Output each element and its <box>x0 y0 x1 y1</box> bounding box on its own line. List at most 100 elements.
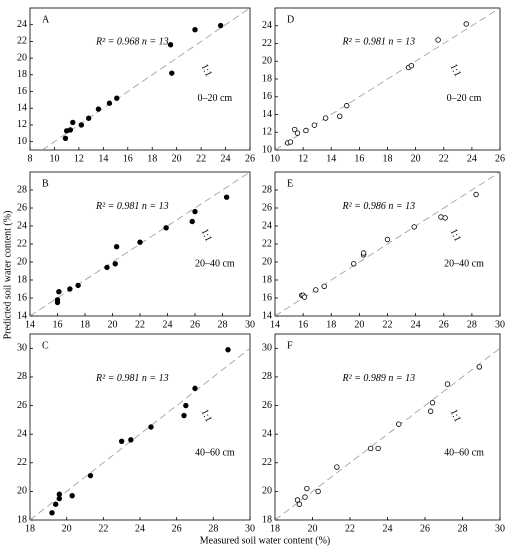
y-tick-label: 24 <box>17 428 27 439</box>
data-point <box>304 485 310 492</box>
x-tick-label: 22 <box>439 153 449 164</box>
depth-label: 20–40 cm <box>195 258 235 269</box>
y-tick-label: 26 <box>262 400 272 411</box>
y-tick-label: 28 <box>17 371 27 382</box>
y-tick-label: 22 <box>262 38 272 49</box>
y-tick-label: 20 <box>17 256 27 267</box>
x-tick-label: 18 <box>147 153 157 164</box>
y-tick-label: 22 <box>17 457 27 468</box>
x-axis-label: Measured soil water content (%) <box>200 535 331 546</box>
data-point <box>321 283 327 289</box>
data-point <box>78 122 85 128</box>
y-tick-label: 26 <box>262 202 272 213</box>
data-point <box>429 399 436 406</box>
x-tick-label: 16 <box>123 153 133 164</box>
x-tick-label: 26 <box>495 153 505 164</box>
data-point <box>217 22 224 29</box>
x-tick-label: 18 <box>383 153 393 164</box>
data-point <box>192 385 198 392</box>
data-point <box>223 194 230 200</box>
x-tick-label: 20 <box>354 319 364 330</box>
x-tick-label: 18 <box>25 523 35 534</box>
data-point <box>189 218 195 225</box>
x-tick-label: 28 <box>208 523 218 534</box>
reference-label: 1:1 <box>447 227 462 243</box>
data-point <box>311 122 318 128</box>
data-point <box>442 215 448 221</box>
y-tick-label: 16 <box>262 292 272 303</box>
data-point <box>67 127 74 133</box>
y-tick-label: 18 <box>17 514 27 525</box>
x-tick-label: 22 <box>98 523 108 534</box>
x-tick-label: 26 <box>190 319 200 330</box>
data-point <box>56 289 62 295</box>
reference-line <box>29 347 251 521</box>
data-point <box>69 492 75 499</box>
y-tick-label: 14 <box>17 103 27 114</box>
depth-label: 40–60 cm <box>195 447 235 458</box>
data-point <box>303 127 309 134</box>
data-point <box>444 381 451 387</box>
fit-statistics: R² = 0.986 n = 13 <box>342 201 416 212</box>
y-tick-label: 16 <box>17 292 27 303</box>
y-tick-label: 26 <box>17 400 27 411</box>
data-point <box>192 27 198 33</box>
x-tick-label: 12 <box>298 153 308 164</box>
x-tick-label: 16 <box>53 319 63 330</box>
x-tick-label: 30 <box>495 319 505 330</box>
reference-line <box>41 7 251 151</box>
y-tick-label: 24 <box>262 20 272 31</box>
data-point <box>169 70 175 76</box>
x-tick-label: 20 <box>308 523 318 534</box>
data-point <box>112 261 118 267</box>
y-tick-label: 10 <box>17 136 27 147</box>
x-tick-label: 14 <box>25 319 35 330</box>
y-tick-label: 22 <box>262 238 272 249</box>
y-tick-label: 14 <box>17 310 27 321</box>
x-tick-label: 14 <box>326 153 336 164</box>
data-point <box>427 408 434 414</box>
data-point <box>302 494 308 500</box>
y-tick-label: 18 <box>262 514 272 525</box>
data-point <box>54 299 61 306</box>
fit-statistics: R² = 0.968 n = 13 <box>95 36 169 47</box>
x-tick-label: 10 <box>270 153 280 164</box>
y-tick-label: 18 <box>17 69 27 80</box>
x-tick-label: 26 <box>439 319 449 330</box>
x-tick-label: 20 <box>172 153 182 164</box>
data-point <box>463 21 469 27</box>
data-point <box>181 412 187 419</box>
x-tick-label: 22 <box>196 153 206 164</box>
y-axis-label: Predicted soil water content (%) <box>2 211 13 340</box>
data-point <box>62 135 69 142</box>
reference-label: 1:1 <box>447 62 462 78</box>
fit-statistics: R² = 0.981 n = 13 <box>95 373 169 384</box>
data-point <box>75 282 81 289</box>
x-tick-label: 16 <box>354 153 364 164</box>
data-point <box>85 115 92 121</box>
x-tick-label: 18 <box>270 523 280 534</box>
x-tick-label: 24 <box>221 153 231 164</box>
y-tick-label: 30 <box>262 343 272 354</box>
x-tick-label: 28 <box>458 523 468 534</box>
y-tick-label: 24 <box>17 19 27 30</box>
depth-label: 40–60 cm <box>444 447 484 458</box>
data-point <box>118 438 125 445</box>
data-point <box>114 95 120 101</box>
data-point <box>315 488 321 495</box>
data-point <box>113 243 120 250</box>
depth-label: 0–20 cm <box>197 93 232 104</box>
x-tick-label: 30 <box>245 319 255 330</box>
reference-line <box>274 7 501 151</box>
reference-label: 1:1 <box>447 408 462 424</box>
data-point <box>192 208 198 215</box>
data-point <box>137 239 143 245</box>
y-tick-label: 14 <box>262 109 272 120</box>
x-tick-label: 24 <box>467 153 477 164</box>
y-tick-label: 30 <box>17 343 27 354</box>
panel-label: B <box>42 178 49 189</box>
depth-label: 20–40 cm <box>444 258 484 269</box>
y-tick-label: 28 <box>262 184 272 195</box>
y-tick-label: 12 <box>262 127 272 138</box>
